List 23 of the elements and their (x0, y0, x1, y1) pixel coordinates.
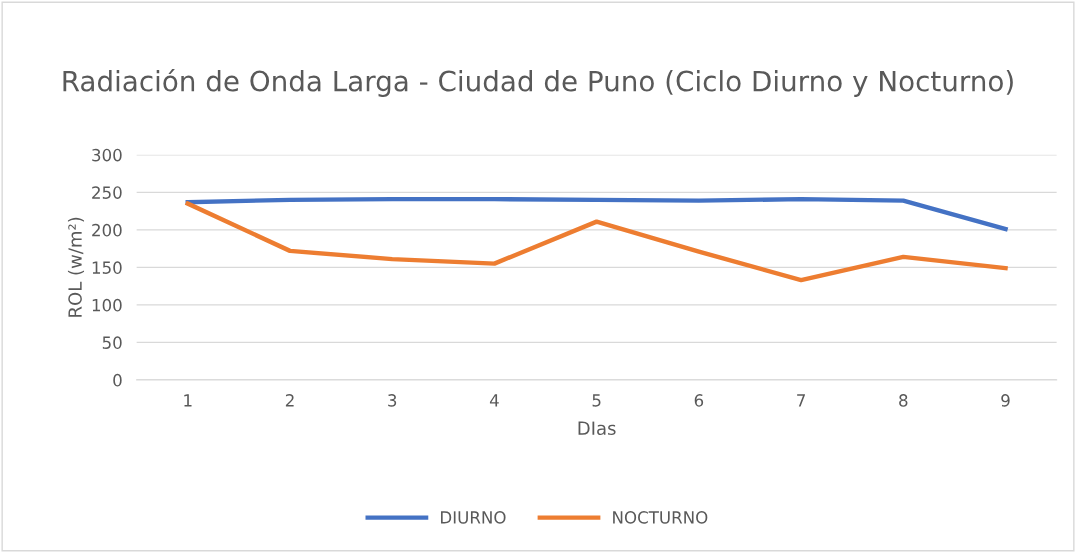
y-tick-label: 50 (102, 336, 122, 349)
y-axis-title: ROL (w/m²) (67, 217, 85, 317)
y-tick-label: 200 (92, 223, 122, 237)
y-tick-label: 100 (92, 298, 122, 312)
x-tick-label: 6 (694, 394, 704, 407)
legend-label: NOCTURNO (613, 511, 708, 524)
x-tick-label: 3 (388, 394, 397, 407)
legend-label: DIURNO (441, 511, 506, 524)
x-tick-label: 2 (285, 394, 294, 407)
x-tick-label: 4 (489, 394, 499, 407)
x-axis-title: DIas (578, 421, 616, 436)
x-tick-label: 5 (592, 394, 601, 407)
x-tick-label: 8 (899, 394, 908, 407)
line-series (185, 201, 1008, 283)
y-tick-label: 0 (113, 373, 122, 387)
y-tick-label: 300 (92, 148, 122, 162)
line-series (185, 196, 1008, 232)
x-tick-label: 7 (797, 394, 805, 407)
y-tick-label: 150 (92, 261, 122, 274)
x-tick-label: 9 (1001, 394, 1010, 407)
y-tick-label: 250 (92, 186, 122, 199)
x-tick-label: 1 (184, 394, 192, 407)
chart-title: Radiación de Onda Larga - Ciudad de Puno (Ciclo Diurno y Nocturno) (63, 68, 1013, 97)
